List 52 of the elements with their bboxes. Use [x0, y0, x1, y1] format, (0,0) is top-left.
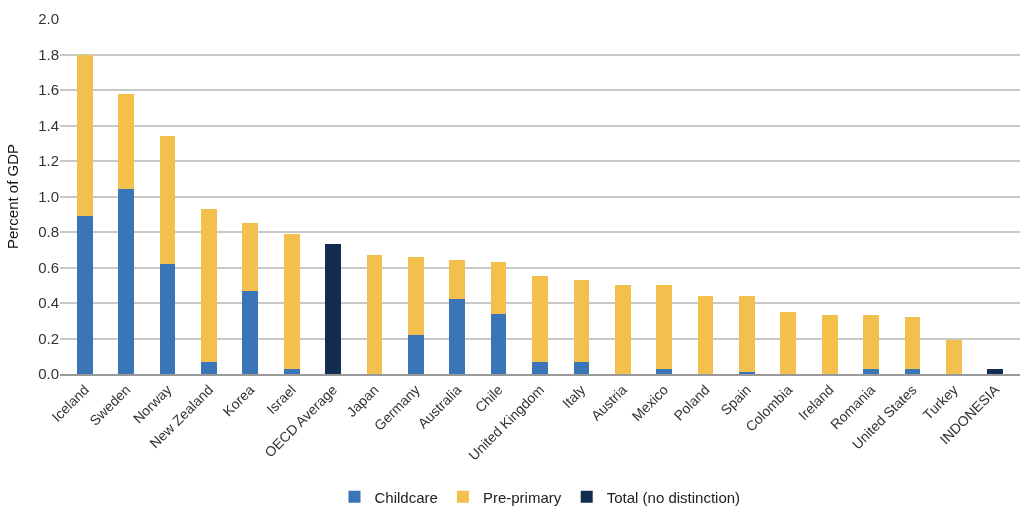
bar: [573, 279, 590, 362]
y-axis-title: Percent of GDP: [4, 143, 22, 250]
bar: [159, 263, 176, 374]
legend-label: Total (no distinction): [606, 488, 741, 506]
bar: [987, 368, 1004, 374]
bar: [283, 233, 300, 369]
bar: [118, 93, 135, 190]
x-tick-label: Italy: [558, 381, 589, 412]
y-tick-label: 0.4: [38, 294, 59, 312]
bar: [118, 189, 135, 374]
legend-label: Childcare: [374, 488, 438, 506]
bar: [490, 313, 507, 374]
bar: [614, 285, 631, 374]
bar: [821, 315, 838, 374]
y-tick-label: 2.0: [38, 10, 59, 28]
bar: [408, 334, 424, 374]
y-tick-label: 0.0: [38, 365, 59, 383]
bar: [449, 260, 466, 300]
y-tick-label: 0.2: [38, 329, 59, 347]
legend-label: Pre-primary: [482, 488, 562, 506]
bar: [945, 340, 962, 374]
y-tick-label: 1.0: [38, 187, 59, 205]
bar: [656, 285, 672, 369]
y-tick-label: 0.8: [38, 223, 59, 241]
bar: [325, 244, 341, 374]
y-tick-label: 1.4: [38, 116, 59, 134]
bar: [532, 361, 548, 374]
bar: [408, 256, 424, 335]
bar: [780, 311, 797, 374]
bar: [242, 223, 259, 291]
bar: [201, 361, 217, 374]
bar: [76, 54, 93, 217]
bar: [283, 368, 300, 374]
bar: [490, 262, 507, 314]
bar: [863, 315, 879, 369]
y-tick-label: 1.6: [38, 81, 59, 99]
bar: [656, 368, 672, 374]
bar: [904, 317, 921, 369]
bar: [449, 299, 466, 374]
y-tick-label: 0.6: [38, 258, 59, 276]
bar: [159, 136, 176, 264]
y-tick-label: 1.8: [38, 45, 59, 63]
bar: [242, 290, 259, 374]
bar: [697, 295, 714, 374]
bar: [201, 208, 217, 362]
bar: [532, 276, 548, 362]
bar: [366, 255, 383, 374]
bar: [573, 361, 590, 374]
bar: [863, 368, 879, 374]
bar: [739, 295, 755, 373]
bar: [76, 216, 93, 374]
y-tick-label: 1.2: [38, 152, 59, 170]
